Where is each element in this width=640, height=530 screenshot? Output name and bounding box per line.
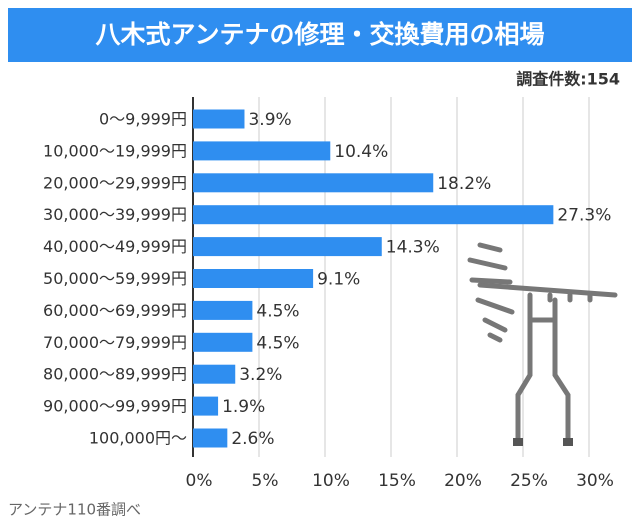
bar [193,269,314,288]
y-tick-label: 40,000〜49,999円 [43,237,187,256]
value-label: 2.6% [231,429,274,449]
bar [193,364,236,384]
y-tick-label: 70,000〜79,999円 [43,333,187,352]
value-label: 4.5% [256,301,299,321]
bar [193,300,253,320]
x-tick-label: 30% [576,471,614,491]
y-tick-label: 30,000〜39,999円 [43,205,187,224]
x-tick-label: 20% [444,471,482,491]
value-label: 14.3% [386,238,440,258]
antenna-foot [563,438,573,446]
bar [193,428,228,448]
x-tick-label: 5% [252,471,279,491]
value-label: 1.9% [222,397,265,417]
bar [193,332,253,352]
bar [193,205,554,225]
bar [193,396,219,416]
value-label: 10.4% [334,142,388,162]
x-tick-label: 25% [510,471,548,491]
x-tick-label: 0% [186,471,213,491]
title-banner [8,8,632,62]
value-label: 9.1% [317,270,360,290]
bar [193,141,331,161]
value-label: 18.2% [437,174,491,194]
value-label: 3.9% [248,110,291,130]
y-tick-label: 20,000〜29,999円 [43,173,187,192]
bar [193,109,245,129]
y-tick-label: 50,000〜59,999円 [43,269,187,288]
y-tick-label: 80,000〜89,999円 [43,365,187,384]
y-tick-label: 10,000〜19,999円 [43,141,187,160]
survey-count: 調査件数:154 [516,70,620,89]
antenna-foot [513,438,523,446]
value-label: 4.5% [256,333,299,353]
bar [193,173,434,193]
source: アンテナ110番調べ [8,501,141,519]
value-label: 27.3% [557,206,611,226]
antenna-illustration [467,242,618,443]
x-tick-label: 10% [312,471,350,491]
bar [193,237,382,257]
value-label: 3.2% [239,365,282,385]
y-tick-label: 90,000〜99,999円 [43,397,187,416]
chart-title: 八木式アンテナの修理・交換費用の相場 [95,20,544,49]
y-tick-label: 0〜9,999円 [99,110,187,129]
y-tick-label: 60,000〜69,999円 [43,301,187,320]
y-tick-label: 100,000円〜 [89,429,187,448]
x-tick-label: 15% [378,471,416,491]
